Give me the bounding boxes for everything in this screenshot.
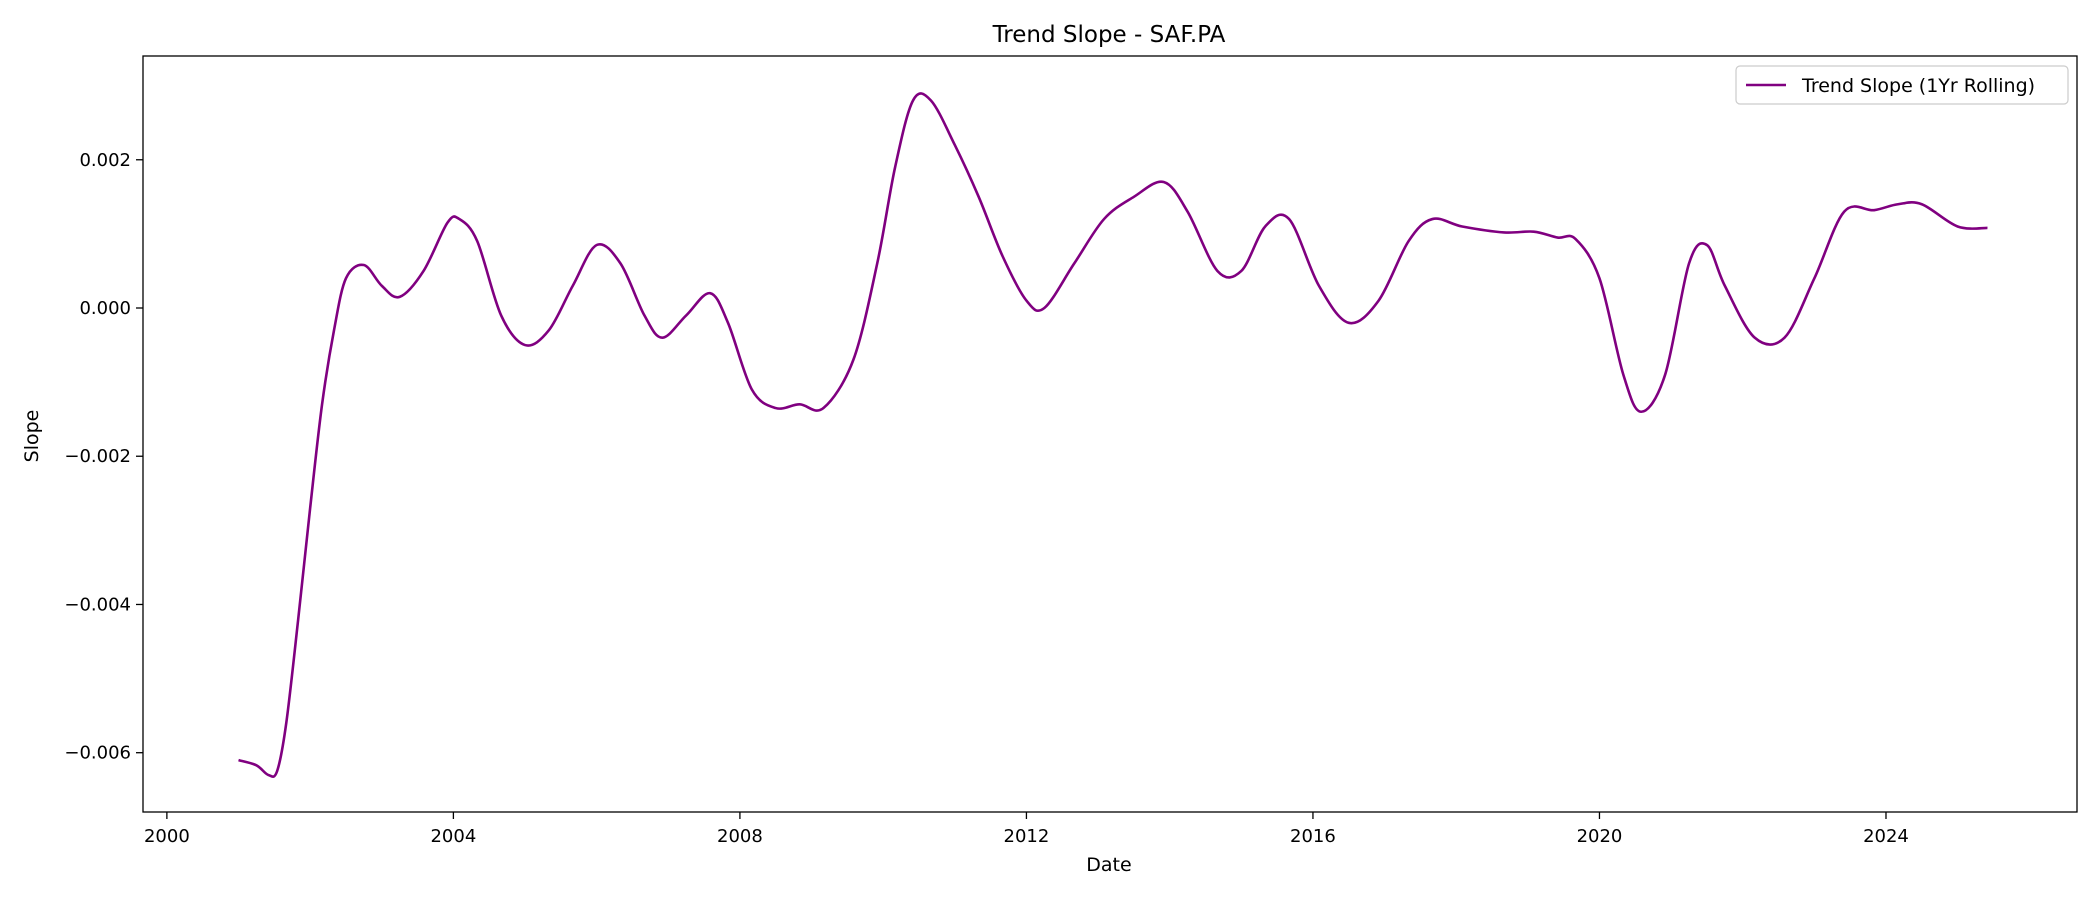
- y-tick-label: −0.004: [64, 594, 131, 615]
- legend-box: [1735, 65, 2069, 105]
- legend: Trend Slope (1Yr Rolling): [1735, 65, 2069, 105]
- x-tick-label: 2000: [144, 826, 190, 847]
- x-tick-label: 2012: [1004, 826, 1050, 847]
- axes-frame: [142, 55, 2078, 813]
- x-tick-label: 2004: [430, 826, 476, 847]
- axis-ticks: 2000 2004 2008 2012 2016 2020 2024 0.002 0.000 −0…: [64, 150, 1909, 847]
- x-tick-label: 2024: [1863, 826, 1909, 847]
- x-tick-label: 2020: [1577, 826, 1623, 847]
- y-tick-label: 0.000: [79, 298, 131, 319]
- x-axis-title: Date: [1086, 854, 1131, 876]
- chart-title: Trend Slope - SAF.PA: [992, 22, 1226, 48]
- plot-area: [142, 55, 2078, 813]
- series-line-0: [238, 92, 1988, 778]
- x-tick-label: 2008: [717, 826, 763, 847]
- y-axis-title: Slope: [21, 410, 43, 463]
- y-tick-label: 0.002: [79, 150, 131, 171]
- y-tick-label: −0.002: [64, 446, 131, 467]
- y-tick-label: −0.006: [64, 743, 131, 764]
- legend-label: Trend Slope (1Yr Rolling): [1801, 75, 2035, 97]
- x-tick-label: 2016: [1290, 826, 1336, 847]
